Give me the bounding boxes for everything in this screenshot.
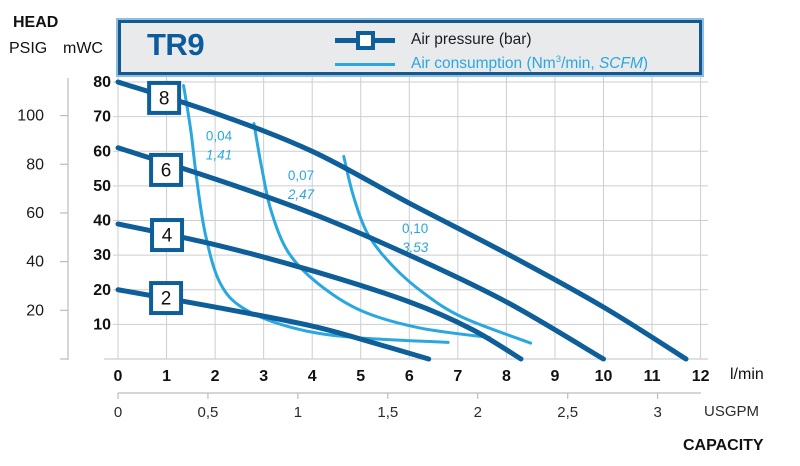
lmin-tick-label: 8	[502, 368, 511, 385]
lmin-tick-label: 3	[259, 368, 268, 385]
superscript-3: 3	[555, 54, 562, 66]
mwc-tick-label: 70	[93, 109, 111, 126]
lmin-tick-label: 11	[644, 368, 661, 385]
air-consumption-nm3-label: 0,07	[288, 168, 314, 183]
psig-tick-label: 20	[26, 302, 44, 319]
lmin-tick-label: 7	[453, 368, 462, 385]
air-consumption-scfm-label: 2,47	[287, 187, 315, 202]
usgpm-tick-label: 1	[294, 404, 302, 421]
lmin-tick-label: 2	[211, 368, 220, 385]
mwc-tick-label: 30	[93, 247, 111, 264]
capacity-axis-title: CAPACITY	[683, 437, 764, 454]
psig-tick-label: 100	[17, 108, 44, 125]
usgpm-tick-label: 2	[474, 404, 482, 421]
air-pressure-curve-8bar	[115, 79, 689, 362]
lmin-tick-label: 10	[595, 368, 613, 385]
mwc-tick-label: 50	[93, 178, 111, 195]
usgpm-tick-label: 3	[653, 404, 661, 421]
psig-tick-label: 60	[26, 205, 44, 222]
mwc-tick-label: 20	[93, 282, 111, 299]
pressure-marker-value: 8	[159, 88, 170, 109]
lmin-tick-label: 12	[692, 368, 710, 385]
pressure-marker-value: 4	[162, 226, 173, 247]
air-consumption-scfm-label: 3,53	[402, 240, 429, 255]
air-consumption-curve-2	[252, 122, 491, 339]
mwc-tick-label: 80	[93, 74, 111, 91]
air-consumption-scfm-label: 1,41	[206, 148, 232, 163]
air-consumption-nm3-label: 0,04	[206, 129, 233, 144]
pressure-marker-box-4	[150, 218, 185, 253]
pressure-marker-box-2	[149, 281, 184, 316]
lmin-tick-label: 6	[405, 368, 414, 385]
lmin-unit-label: l/min	[730, 366, 764, 383]
mwc-tick-label: 40	[93, 213, 111, 230]
mwc-tick-label: 10	[93, 316, 111, 333]
lmin-tick-label: 0	[114, 368, 123, 385]
head-axis-title: HEAD	[13, 14, 59, 31]
lmin-tick-label: 9	[550, 368, 559, 385]
air-consumption-curve-3	[342, 154, 533, 345]
psig-tick-label: 80	[26, 156, 44, 173]
lmin-tick-label: 1	[162, 368, 171, 385]
air-pressure-legend-label: Air pressure (bar)	[411, 31, 532, 48]
usgpm-tick-label: 0,5	[198, 404, 219, 421]
usgpm-tick-label: 0	[114, 404, 122, 421]
usgpm-unit-label: USGPM	[704, 403, 760, 420]
psig-tick-label: 40	[26, 254, 44, 271]
legend-item-air-pressure: Air pressure (bar)	[335, 30, 532, 50]
psig-axis-unit: PSIG	[9, 40, 48, 57]
usgpm-tick-label: 2,5	[557, 404, 578, 421]
air-pressure-curve-4bar	[115, 221, 524, 362]
pressure-marker-box-8	[147, 80, 182, 115]
pressure-marker-value: 2	[161, 289, 172, 310]
lmin-tick-label: 4	[308, 368, 317, 385]
legend-item-air-consumption: Air consumption (Nm3/min, SCFM)	[335, 54, 648, 74]
air-pressure-curve-6bar	[115, 145, 606, 362]
mwc-tick-label: 60	[93, 143, 111, 160]
pump-model-title: TR9	[147, 27, 205, 62]
air-consumption-marker-icon	[335, 54, 395, 74]
mwc-axis-unit: mWC	[63, 40, 103, 57]
air-consumption-nm3-label: 0,10	[402, 221, 428, 236]
air-pressure-marker-icon	[335, 30, 395, 50]
usgpm-tick-label: 1,5	[377, 404, 398, 421]
pressure-marker-value: 6	[161, 160, 172, 181]
legend-box: TR9 Air pressure (bar) Air consumption (…	[118, 20, 702, 75]
lmin-tick-label: 5	[356, 368, 365, 385]
air-consumption-legend-label: Air consumption (Nm3/min, SCFM)	[411, 54, 649, 73]
pressure-marker-box-6	[149, 152, 184, 187]
